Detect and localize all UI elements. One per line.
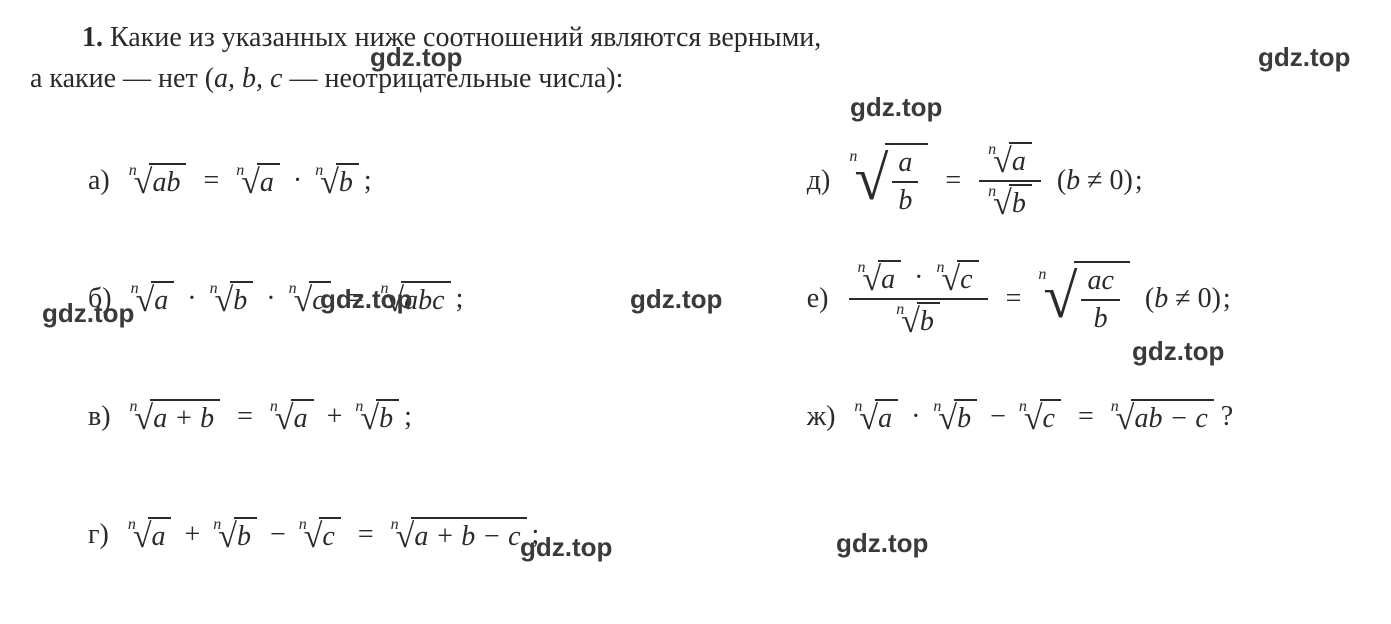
- root-b: n√b: [210, 281, 254, 317]
- frac-ac-over-b: n√a · n√c n√b: [849, 258, 988, 340]
- item-letter-g: ж): [807, 401, 836, 433]
- item-c: в) n√a + b = n√a + n√b ;: [30, 371, 749, 463]
- root-c: n√c: [1019, 399, 1061, 435]
- dot-op: ·: [187, 283, 196, 315]
- root-aplusb: n√a + b: [130, 399, 221, 435]
- intro-text-2a: а какие — нет (: [30, 63, 214, 94]
- root-c: n√c: [289, 281, 331, 317]
- frac-roots: n√a n√b: [979, 140, 1041, 222]
- equals-sign: =: [203, 165, 219, 197]
- root-abmc: n√ab − c: [1111, 399, 1214, 435]
- item-e: д) n√ a b = n√a: [749, 135, 1361, 227]
- root-b: n√b: [355, 399, 399, 435]
- intro-text-1: Какие из указанных ниже соотношений явля…: [110, 22, 821, 53]
- condition-bne0: (b ≠ 0);: [1145, 283, 1231, 315]
- semicolon: ;: [532, 519, 540, 551]
- item-b: б) n√a · n√b · n√c = n√abc ;: [30, 253, 749, 345]
- root-frac-acb: n√ ac b: [1038, 261, 1129, 337]
- minus-op: −: [990, 401, 1006, 433]
- item-letter-c: в): [88, 401, 111, 433]
- root-c: n√c: [299, 517, 341, 553]
- root-frac-ab: n√ a b: [849, 143, 928, 219]
- item-g: ж) n√a · n√b − n√c = n√ab − c ?: [749, 371, 1361, 463]
- item-d: г) n√a + n√b − n√c = n√a + b − c ;: [30, 489, 749, 581]
- item-letter-e: д): [807, 165, 831, 197]
- exercise-number: 1.: [82, 22, 103, 53]
- dot-op: ·: [911, 401, 920, 433]
- intro-vars: a, b, c: [214, 63, 282, 94]
- item-letter-b: б): [88, 283, 112, 315]
- item-a: а) n√ab = n√a · n√b ;: [30, 135, 749, 227]
- equals-sign: =: [945, 165, 961, 197]
- condition-bne0: (b ≠ 0);: [1057, 165, 1143, 197]
- semicolon: ;: [364, 165, 372, 197]
- equals-sign: =: [1006, 283, 1022, 315]
- root-abc: n√abc: [380, 281, 450, 317]
- equals-sign: =: [348, 283, 364, 315]
- root-apbmc: n√a + b − c: [391, 517, 527, 553]
- item-letter-d: г): [88, 519, 109, 551]
- semicolon: ;: [456, 283, 464, 315]
- root-a: n√a: [270, 399, 314, 435]
- plus-op: +: [327, 401, 343, 433]
- root-b: n√b: [213, 517, 257, 553]
- item-letter-a: а): [88, 165, 110, 197]
- minus-op: −: [270, 519, 286, 551]
- dot-op: ·: [293, 165, 302, 197]
- root-a: n√a: [236, 163, 280, 199]
- root-ab: n√ab: [129, 163, 187, 199]
- item-f: е) n√a · n√c n√b = n√: [749, 253, 1361, 345]
- plus-op: +: [184, 519, 200, 551]
- root-a: n√a: [128, 517, 172, 553]
- dot-op: ·: [266, 283, 275, 315]
- semicolon: ;: [404, 401, 412, 433]
- root-b: n√b: [933, 399, 977, 435]
- intro-text-2b: — неотрицательные числа):: [282, 63, 623, 94]
- equals-sign: =: [1078, 401, 1094, 433]
- equals-sign: =: [237, 401, 253, 433]
- question-mark: ?: [1221, 401, 1233, 433]
- item-letter-f: е): [807, 283, 829, 315]
- root-a: n√a: [854, 399, 898, 435]
- exercise-intro: 1. Какие из указанных ниже соотношений я…: [30, 18, 1361, 99]
- equals-sign: =: [358, 519, 374, 551]
- root-b: n√b: [315, 163, 359, 199]
- root-a: n√a: [131, 281, 175, 317]
